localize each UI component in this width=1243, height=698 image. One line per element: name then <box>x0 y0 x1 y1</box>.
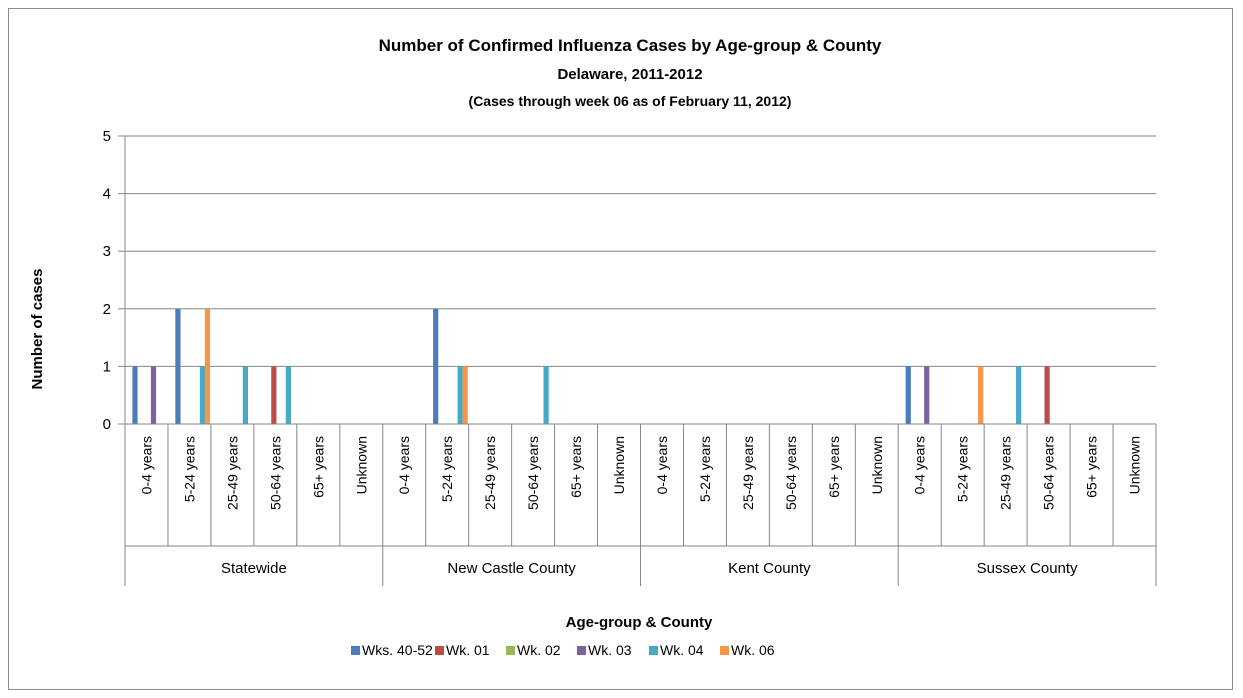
legend-swatch <box>435 646 444 655</box>
category-label: 5-24 years <box>955 436 971 502</box>
bar <box>204 308 211 424</box>
chart-frame: Number of Confirmed Influenza Cases by A… <box>8 8 1233 690</box>
category-label: 50-64 years <box>1041 436 1057 510</box>
category-label: 5-24 years <box>439 436 455 502</box>
category-label: 0-4 years <box>654 436 670 494</box>
bars <box>132 308 1050 424</box>
bar <box>1016 366 1022 424</box>
bar <box>543 366 549 424</box>
group-label: New Castle County <box>447 560 576 577</box>
legend-label: Wks. 40-52 <box>362 642 433 658</box>
category-label: 50-64 years <box>267 436 283 510</box>
legend-swatch <box>577 646 586 655</box>
category-label: 0-4 years <box>912 436 928 494</box>
category-label: 25-49 years <box>740 436 756 510</box>
influenza-chart: Number of Confirmed Influenza Cases by A… <box>29 36 1157 658</box>
bar <box>150 366 157 424</box>
bar <box>175 308 181 424</box>
legend-swatch <box>649 646 658 655</box>
x-axis-title: Age-group & County <box>566 614 713 631</box>
category-label: 65+ years <box>310 436 326 498</box>
bar <box>271 366 277 424</box>
y-tick-label: 1 <box>103 358 111 375</box>
legend-label: Wk. 04 <box>660 642 704 658</box>
group-label: Kent County <box>728 560 811 577</box>
chart-title: Number of Confirmed Influenza Cases by A… <box>379 36 882 55</box>
category-label: 25-49 years <box>224 436 240 510</box>
legend-label: Wk. 02 <box>517 642 561 658</box>
bar <box>978 366 984 424</box>
bar <box>242 366 248 424</box>
bar <box>199 366 206 424</box>
legend: Wks. 40-52 Wk. 01 Wk. 02 Wk. 03 Wk. 04 Wk. 06 <box>351 642 775 658</box>
legend-label: Wk. 03 <box>588 642 632 658</box>
y-tick-label: 0 <box>103 416 111 433</box>
category-label: 0-4 years <box>396 436 412 494</box>
group-label: Sussex County <box>977 560 1078 577</box>
category-label: 65+ years <box>826 436 842 498</box>
group-label: Statewide <box>221 560 287 577</box>
category-label: Unknown <box>611 436 627 494</box>
legend-swatch <box>351 646 360 655</box>
bar <box>285 366 291 424</box>
bar <box>433 308 439 424</box>
gridlines <box>125 135 1156 425</box>
category-label: 25-49 years <box>482 436 498 510</box>
bar <box>1044 366 1050 424</box>
bar <box>462 366 468 424</box>
bar <box>457 366 463 424</box>
y-tick-label: 5 <box>103 128 111 145</box>
category-label: Unknown <box>353 436 369 494</box>
y-tick-label: 2 <box>103 301 111 318</box>
category-label: 5-24 years <box>697 436 713 502</box>
legend-swatch <box>506 646 515 655</box>
category-label: 0-4 years <box>138 436 154 494</box>
category-label: 65+ years <box>1084 436 1100 498</box>
bar <box>924 366 930 424</box>
bar <box>905 366 911 424</box>
legend-swatch <box>720 646 729 655</box>
axes: 0 1 2 3 4 5 0-4 years 5-24 years 25-49 years 50-6… <box>103 128 1157 586</box>
y-axis-title: Number of cases <box>29 269 46 390</box>
category-label: 65+ years <box>568 436 584 498</box>
category-label: 50-64 years <box>525 436 541 510</box>
category-label: 5-24 years <box>181 436 197 502</box>
legend-label: Wk. 01 <box>446 642 490 658</box>
category-label: Unknown <box>1127 436 1143 494</box>
y-tick-label: 4 <box>103 186 111 203</box>
chart-subtitle: Delaware, 2011-2012 <box>557 66 702 83</box>
chart-subtitle-note: (Cases through week 06 as of February 11… <box>469 93 792 109</box>
category-label: 50-64 years <box>783 436 799 510</box>
legend-label: Wk. 06 <box>731 642 775 658</box>
y-tick-label: 3 <box>103 243 111 260</box>
category-label: Unknown <box>869 436 885 494</box>
bar <box>132 366 138 424</box>
category-label: 25-49 years <box>998 436 1014 510</box>
